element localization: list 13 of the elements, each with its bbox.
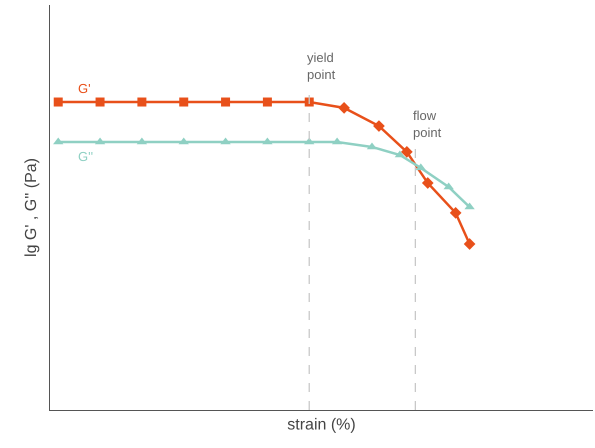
point [54,98,63,107]
annotation: flow point [413,108,442,140]
point [96,98,105,107]
text: yield point [307,50,336,82]
point [179,98,188,107]
series-label: G'' [78,149,94,164]
series-label: G' [78,81,91,96]
point [262,98,272,107]
point [137,98,146,107]
point [416,163,426,170]
x-axis-title: strain (%) [287,416,356,434]
y-axis-title: lg G' , G'' (Pa) [22,158,40,257]
point [221,98,230,107]
